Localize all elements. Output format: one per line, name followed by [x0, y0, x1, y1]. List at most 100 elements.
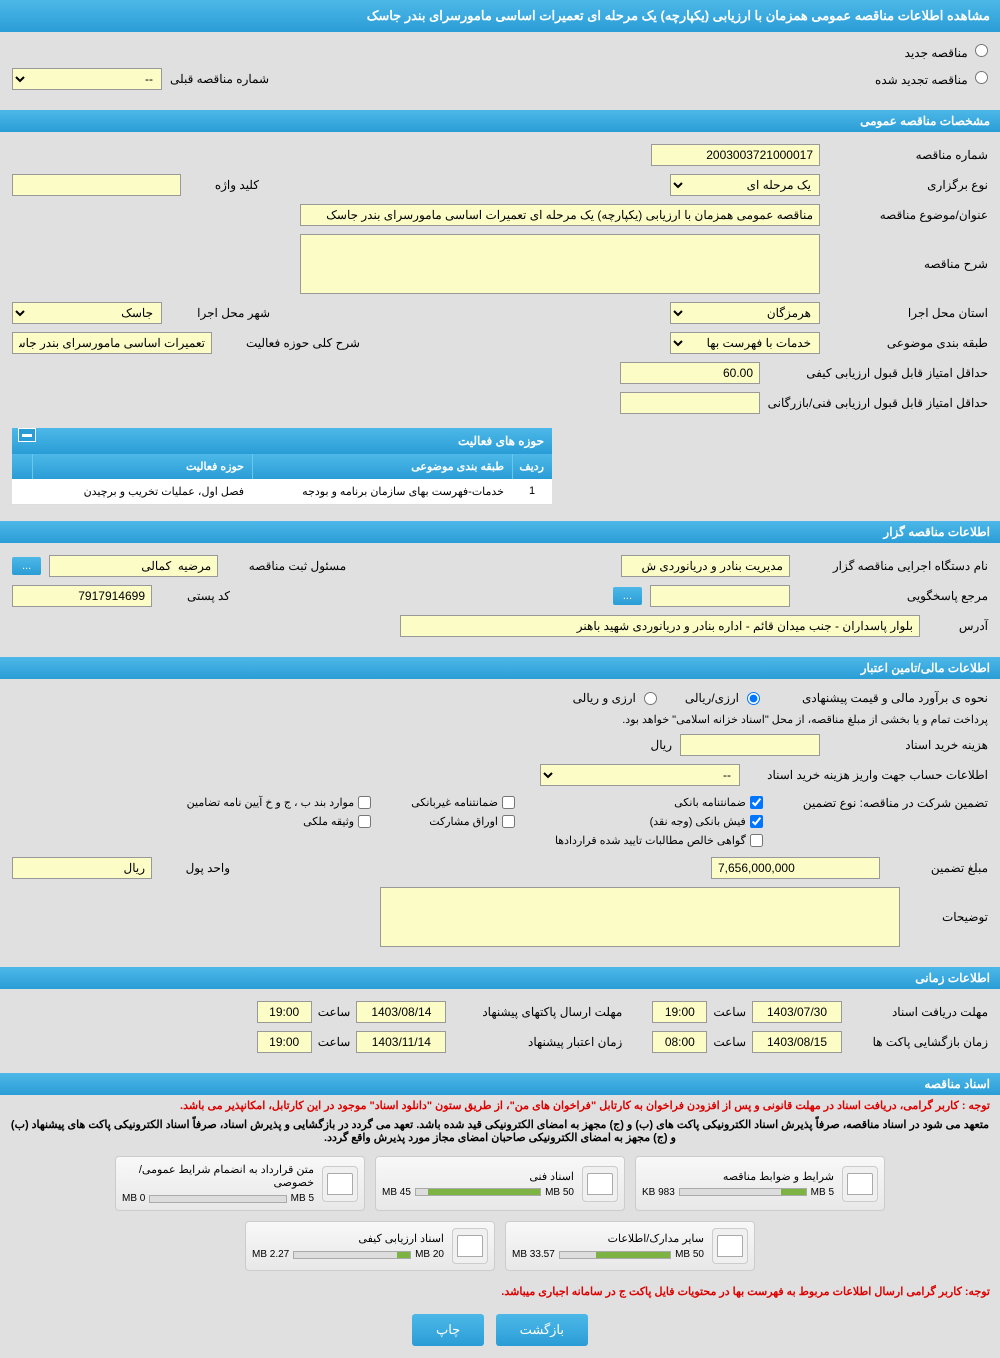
exec-input[interactable]: [621, 555, 790, 577]
cb-property[interactable]: [358, 815, 371, 828]
subject-input[interactable]: [300, 204, 820, 226]
account-label: اطلاعات حساب جهت واریز هزینه خرید اسناد: [748, 768, 988, 782]
address-input[interactable]: [400, 615, 920, 637]
folder-icon: [842, 1166, 878, 1202]
holding-type-select[interactable]: یک مرحله ای: [670, 174, 820, 196]
responsible-input[interactable]: [49, 555, 218, 577]
desc-textarea[interactable]: [300, 234, 820, 294]
bid-deadline-label: مهلت ارسال پاکتهای پیشنهاد: [452, 1005, 622, 1019]
radio-both[interactable]: [644, 692, 657, 705]
print-button[interactable]: چاپ: [412, 1314, 484, 1346]
more-button[interactable]: ...: [12, 557, 41, 575]
holding-type-label: نوع برگزاری: [828, 178, 988, 192]
doc-deadline-time[interactable]: [652, 1001, 707, 1023]
radio-new-tender-label: مناقصه جدید: [905, 46, 968, 60]
unit-input[interactable]: [12, 857, 152, 879]
tender-number-input[interactable]: [651, 144, 820, 166]
responsible-label: مسئول ثبت مناقصه: [226, 559, 346, 573]
file-card[interactable]: سایر مدارک/اطلاعات 50 MB 33.57 MB: [505, 1221, 755, 1271]
validity-label: زمان اعتبار پیشنهاد: [452, 1035, 622, 1049]
category-select[interactable]: خدمات با فهرست بها: [670, 332, 820, 354]
file-total: 50 MB: [675, 1249, 704, 1260]
notes-label: توضیحات: [908, 910, 988, 924]
hour-label-2: ساعت: [318, 1005, 351, 1019]
prev-number-select[interactable]: --: [12, 68, 162, 90]
col-category: طبقه بندی موضوعی: [252, 454, 512, 479]
opening-date[interactable]: [752, 1031, 842, 1053]
address-label: آدرس: [928, 619, 988, 633]
cb-nonbank[interactable]: [502, 796, 515, 809]
opening-time[interactable]: [652, 1031, 707, 1053]
file-used: 33.57 MB: [512, 1249, 555, 1260]
city-select[interactable]: جاسک: [12, 302, 162, 324]
tender-number-label: شماره مناقصه: [828, 148, 988, 162]
file-card[interactable]: اسناد فنی 50 MB 45 MB: [375, 1156, 625, 1211]
progress-bar: [415, 1188, 541, 1196]
guarantee-amount-input[interactable]: [711, 857, 880, 879]
cb-securities[interactable]: [502, 815, 515, 828]
response-more-button[interactable]: ...: [613, 587, 642, 605]
estimate-label: نحوه ی برآورد مالی و قیمت پیشنهادی: [768, 691, 988, 705]
response-input[interactable]: [650, 585, 790, 607]
radio-new-tender[interactable]: [975, 44, 988, 57]
doc-deadline-label: مهلت دریافت اسناد: [848, 1005, 988, 1019]
file-used: 983 KB: [642, 1187, 675, 1198]
activity-scope-label: شرح کلی حوزه فعالیت: [220, 336, 360, 350]
doc-cost-input[interactable]: [680, 734, 820, 756]
file-total: 5 MB: [291, 1193, 314, 1204]
hour-label-1: ساعت: [713, 1005, 746, 1019]
radio-rial[interactable]: [747, 692, 760, 705]
keyword-input[interactable]: [12, 174, 181, 196]
file-used: 2.27 MB: [252, 1249, 289, 1260]
province-label: استان محل اجرا: [828, 306, 988, 320]
quality-score-input[interactable]: [620, 362, 760, 384]
file-title: شرایط و ضوابط مناقصه: [642, 1170, 834, 1183]
cb-receipt[interactable]: [750, 815, 763, 828]
tech-score-input[interactable]: [620, 392, 760, 414]
cb-property-label: وثیقه ملکی: [303, 815, 354, 828]
file-card[interactable]: شرایط و ضوابط مناقصه 5 MB 983 KB: [635, 1156, 885, 1211]
doc-deadline-date[interactable]: [752, 1001, 842, 1023]
radio-renewed-tender[interactable]: [975, 71, 988, 84]
page-title: مشاهده اطلاعات مناقصه عمومی همزمان با ار…: [0, 0, 1000, 32]
section-documents: اسناد مناقصه: [0, 1073, 1000, 1095]
currency-label: ریال: [650, 738, 672, 752]
cb-receivables[interactable]: [750, 834, 763, 847]
back-button[interactable]: بازگشت: [496, 1314, 588, 1346]
validity-time[interactable]: [257, 1031, 312, 1053]
minimize-icon[interactable]: ▬: [18, 428, 36, 442]
file-card[interactable]: متن قرارداد به انضمام شرایط عمومی/خصوصی …: [115, 1156, 365, 1211]
postal-label: کد پستی: [160, 589, 230, 603]
quality-score-label: حداقل امتیاز قابل قبول ارزیابی کیفی: [768, 366, 988, 380]
desc-label: شرح مناقصه: [828, 257, 988, 271]
keyword-label: کلید واژه: [189, 178, 259, 192]
folder-icon: [582, 1166, 618, 1202]
notes-textarea[interactable]: [380, 887, 900, 947]
radio-both-label: ارزی و ریالی: [573, 691, 636, 705]
category-label: طبقه بندی موضوعی: [828, 336, 988, 350]
unit-label: واحد پول: [160, 861, 230, 875]
bid-deadline-time[interactable]: [257, 1001, 312, 1023]
radio-renewed-tender-label: مناقصه تجدید شده: [875, 73, 968, 87]
validity-date[interactable]: [356, 1031, 446, 1053]
section-timing: اطلاعات زمانی: [0, 967, 1000, 989]
tech-score-label: حداقل امتیاز قابل قبول ارزیابی فنی/بازرگ…: [768, 396, 988, 410]
cb-regulation[interactable]: [358, 796, 371, 809]
section-organizer: اطلاعات مناقصه گزار: [0, 521, 1000, 543]
postal-input[interactable]: [12, 585, 152, 607]
cb-regulation-label: موارد بند ب ، ج و خ آیین نامه تضامین: [187, 796, 354, 809]
bid-deadline-date[interactable]: [356, 1001, 446, 1023]
hour-label-4: ساعت: [318, 1035, 351, 1049]
activity-scope-input[interactable]: [12, 332, 212, 354]
payment-note: پرداخت تمام و یا بخشی از مبلغ مناقصه، از…: [12, 709, 988, 730]
city-label: شهر محل اجرا: [170, 306, 270, 320]
doc-cost-label: هزینه خرید اسناد: [828, 738, 988, 752]
file-card[interactable]: اسناد ارزیابی کیفی 20 MB 2.27 MB: [245, 1221, 495, 1271]
cb-bank[interactable]: [750, 796, 763, 809]
account-select[interactable]: --: [540, 764, 740, 786]
notice-1: توجه : کاربر گرامی، دریافت اسناد در مهلت…: [0, 1095, 1000, 1116]
cb-securities-label: اوراق مشارکت: [429, 815, 498, 828]
section-general: مشخصات مناقصه عمومی: [0, 110, 1000, 132]
row-scope: فصل اول، عملیات تخریب و برچیدن: [32, 479, 252, 504]
province-select[interactable]: هرمزگان: [670, 302, 820, 324]
